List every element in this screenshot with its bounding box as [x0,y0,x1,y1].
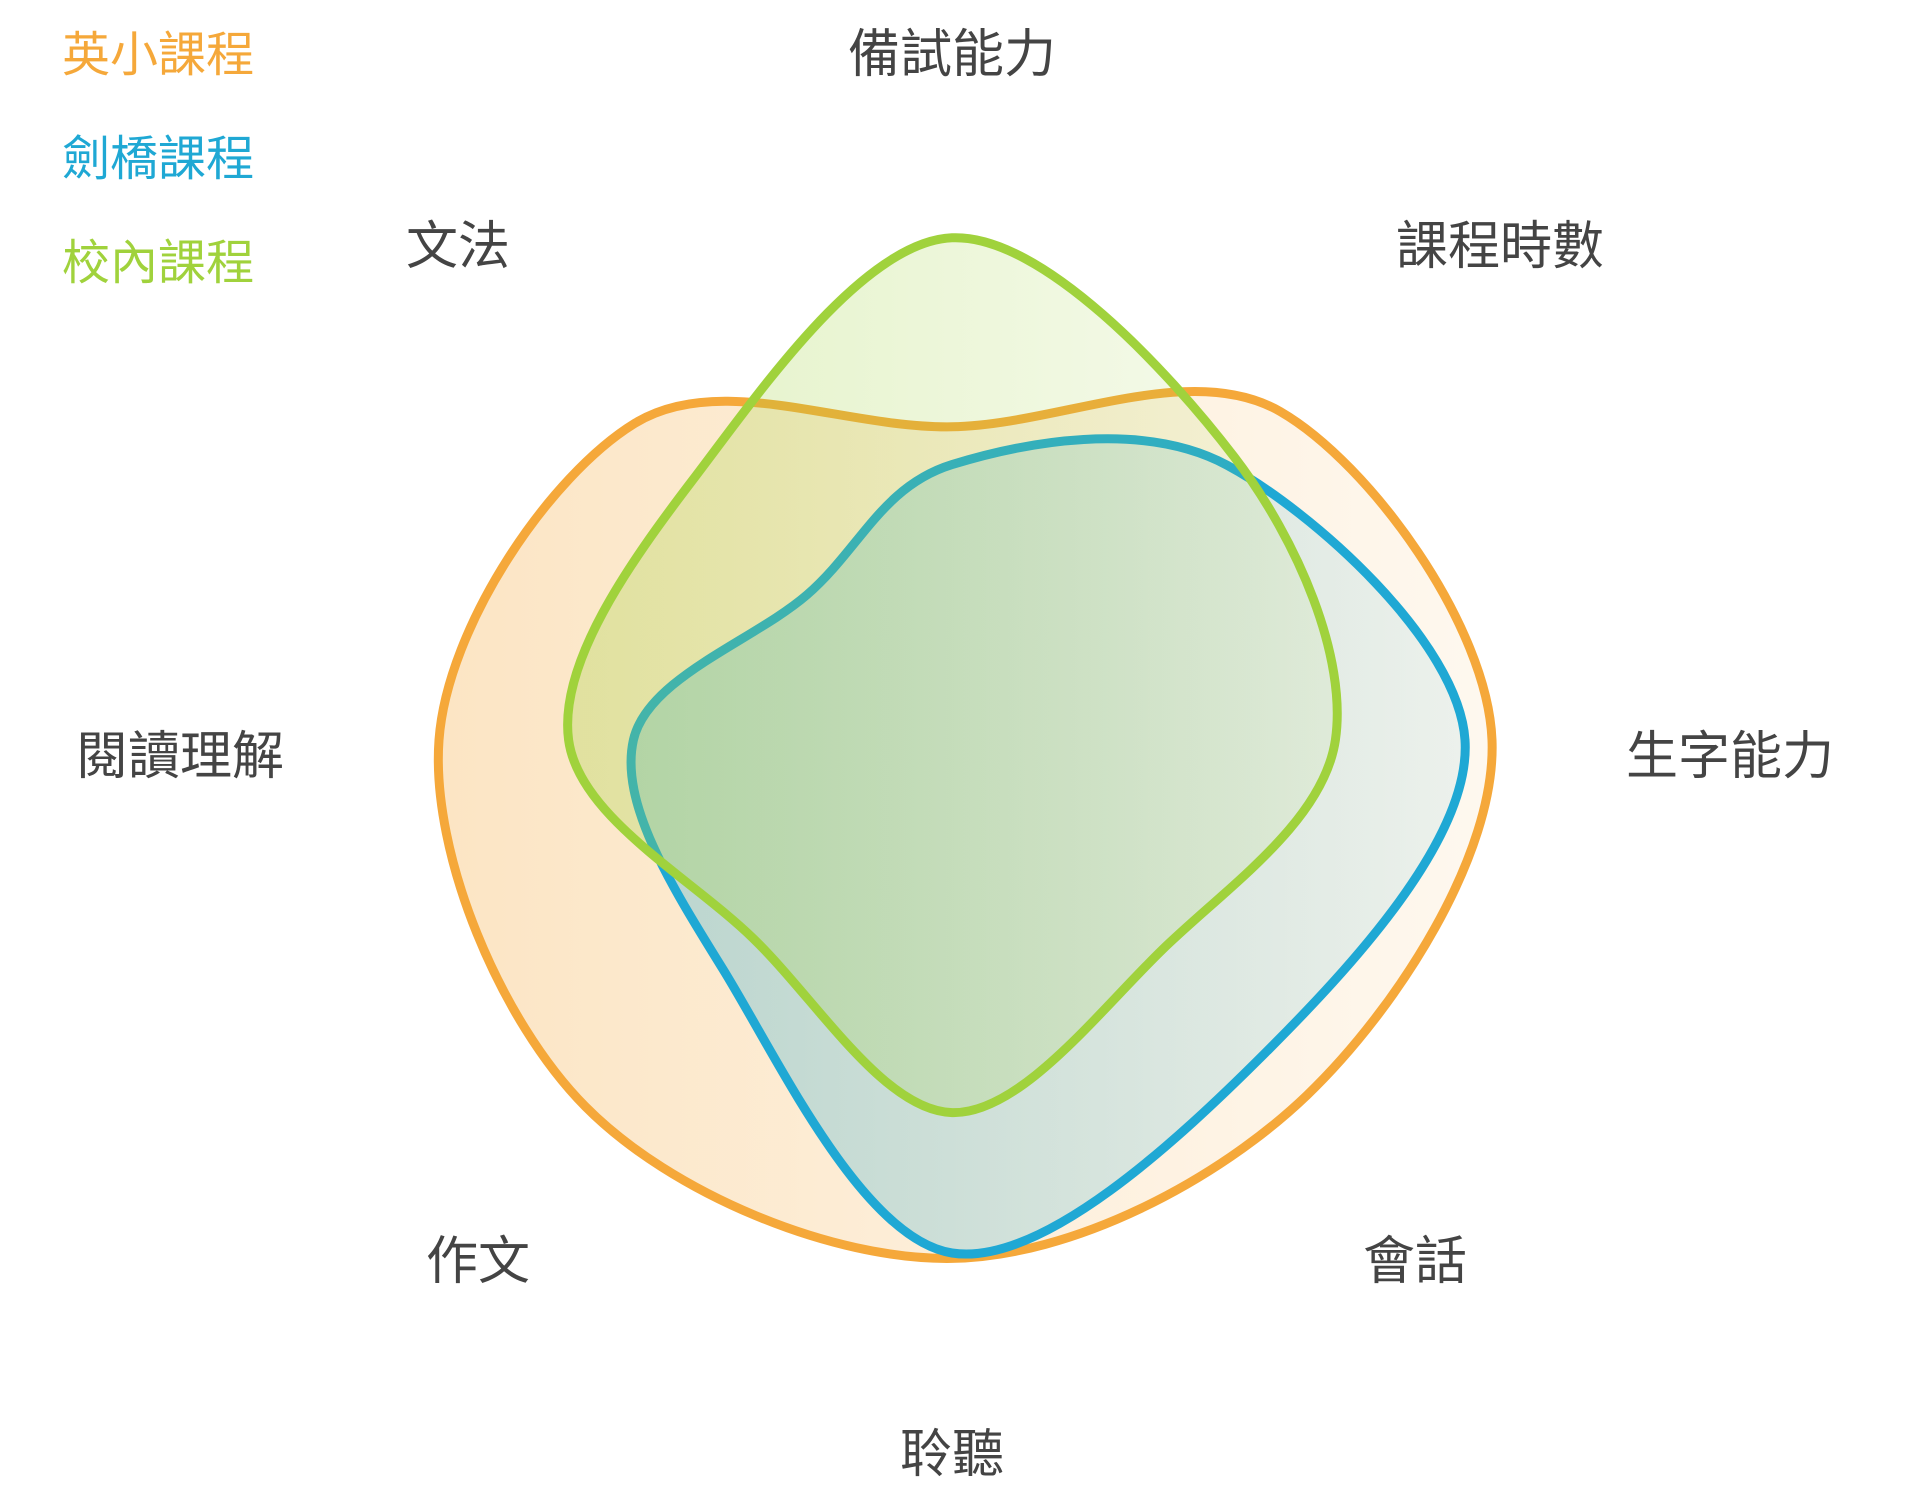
axis-label-5: 聆聽 [900,1425,1004,1485]
series-layer [433,233,1497,1263]
axis-label-2: 課程時數 [1396,217,1604,277]
axis-label-4: 會話 [1363,1232,1467,1292]
axis-label-7: 閱讀理解 [76,727,284,787]
axis-label-3: 生字能力 [1626,727,1834,787]
legend-item-1: 英小課程 [62,27,254,83]
axis-label-8: 文法 [406,217,510,277]
axis-label-6: 作文 [426,1232,530,1292]
legend-item-2: 劍橋課程 [62,131,254,187]
legend-item-3: 校內課程 [62,235,254,291]
axis-label-1: 備試能力 [848,25,1056,85]
series-area-3 [563,233,1342,1118]
